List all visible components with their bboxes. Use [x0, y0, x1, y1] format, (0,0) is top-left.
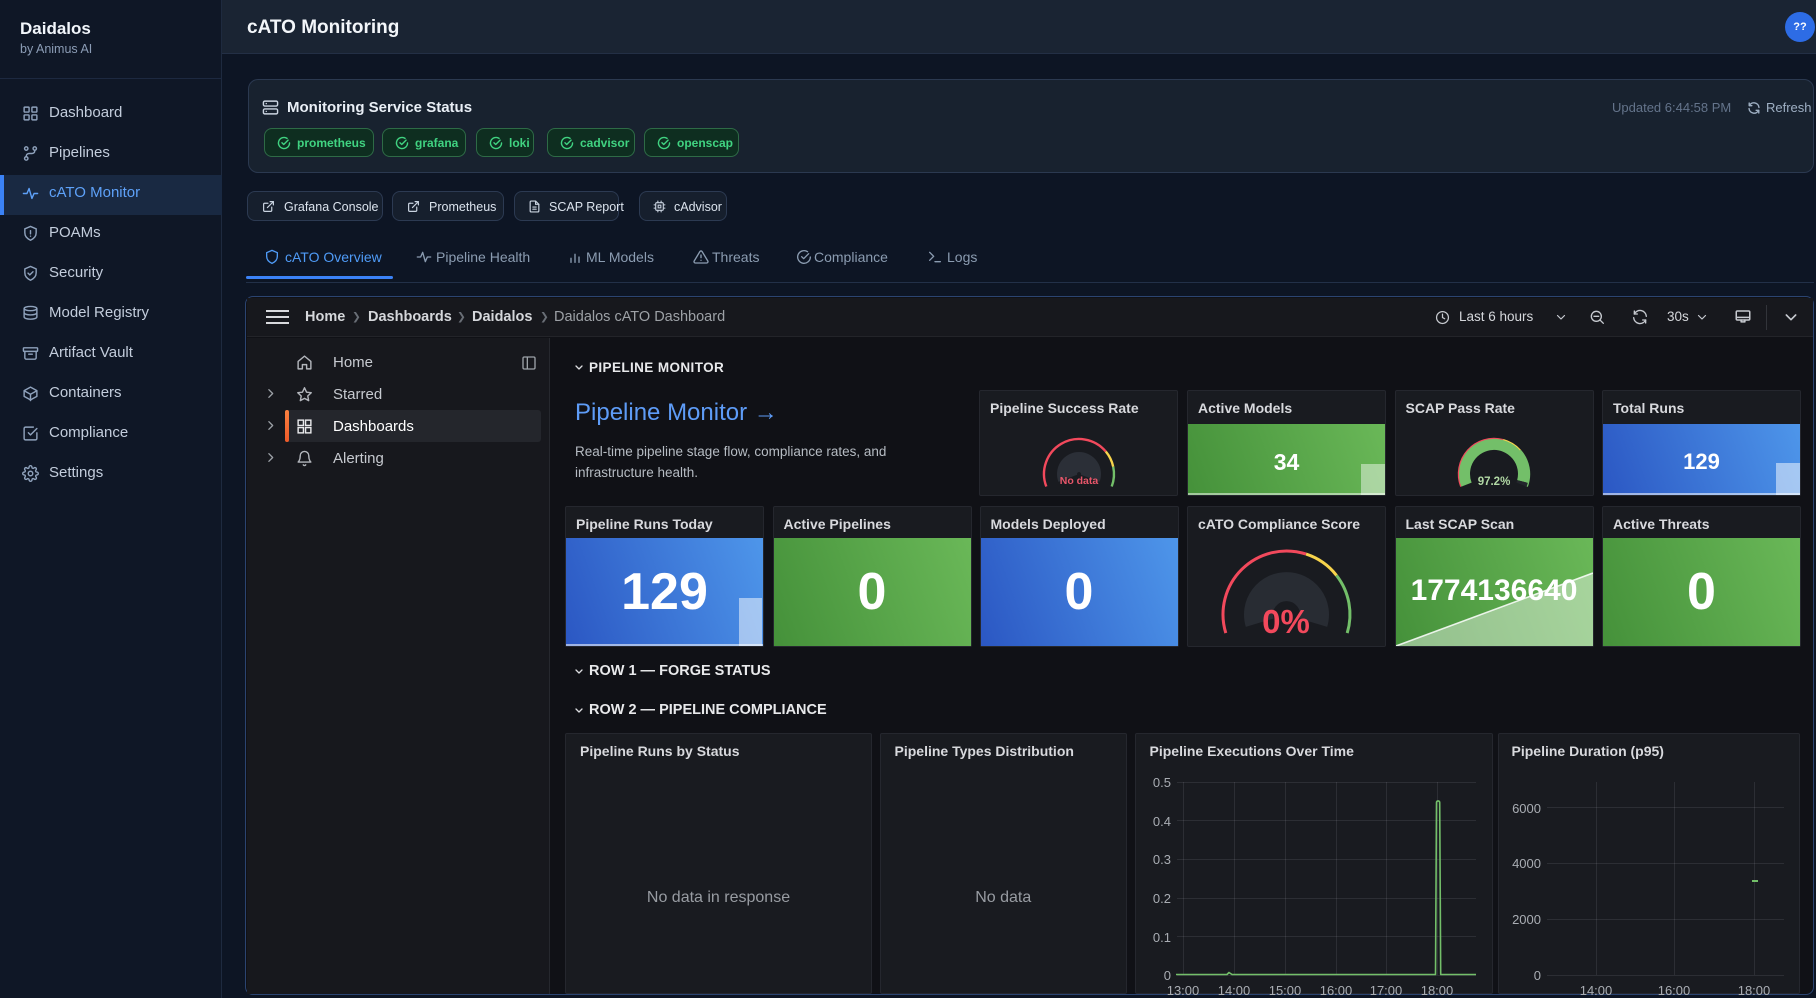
- svg-text:No data: No data: [1060, 475, 1099, 487]
- svg-text:97.2%: 97.2%: [1477, 476, 1510, 488]
- svg-text:0%: 0%: [1262, 603, 1310, 640]
